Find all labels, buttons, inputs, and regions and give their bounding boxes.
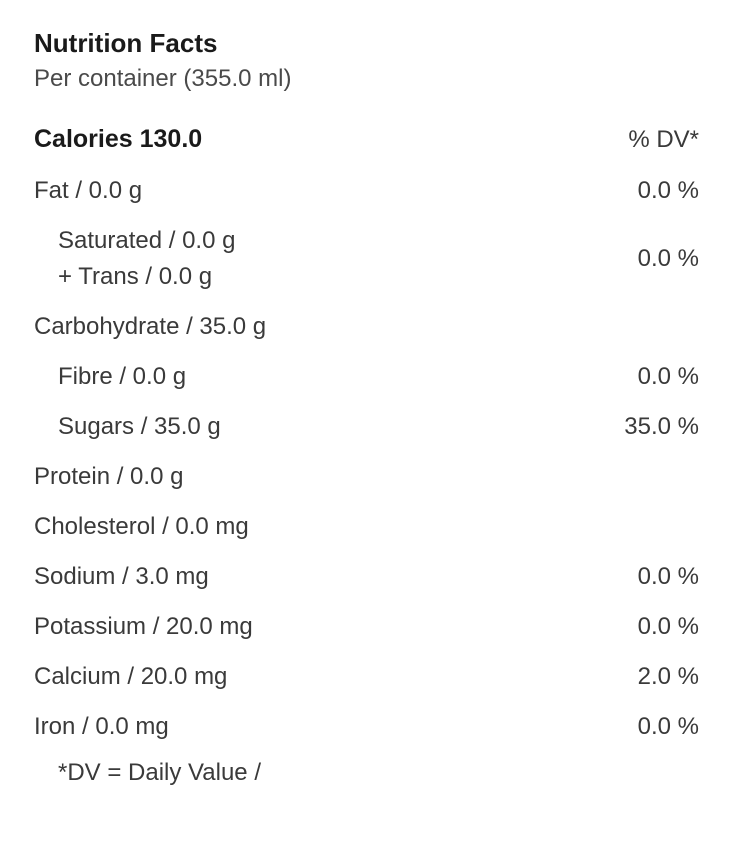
row-cholesterol: Cholesterol / 0.0 mg (34, 509, 699, 545)
row-carb: Carbohydrate / 35.0 g (34, 309, 699, 345)
row-potassium: Potassium / 20.0 mg 0.0 % (34, 609, 699, 645)
calories-label: Calories 130.0 (34, 121, 628, 159)
row-calcium: Calcium / 20.0 mg 2.0 % (34, 659, 699, 695)
dv-header: % DV* (628, 122, 699, 158)
potassium-label: Potassium / 20.0 mg (34, 609, 638, 645)
iron-value: 0.0 % (638, 709, 699, 745)
row-fibre: Fibre / 0.0 g 0.0 % (34, 359, 699, 395)
row-iron: Iron / 0.0 mg 0.0 % (34, 709, 699, 745)
trans-line: + Trans / 0.0 g (58, 263, 212, 290)
sugars-value: 35.0 % (624, 409, 699, 445)
saturated-line: Saturated / 0.0 g (58, 227, 235, 254)
fibre-label: Fibre / 0.0 g (34, 359, 638, 395)
sodium-label: Sodium / 3.0 mg (34, 559, 638, 595)
row-sugars: Sugars / 35.0 g 35.0 % (34, 409, 699, 445)
iron-label: Iron / 0.0 mg (34, 709, 638, 745)
row-sodium: Sodium / 3.0 mg 0.0 % (34, 559, 699, 595)
sugars-label: Sugars / 35.0 g (34, 409, 624, 445)
calcium-value: 2.0 % (638, 659, 699, 695)
carb-label: Carbohydrate / 35.0 g (34, 309, 699, 345)
fat-value: 0.0 % (638, 173, 699, 209)
sat-trans-value: 0.0 % (638, 241, 699, 277)
row-protein: Protein / 0.0 g (34, 459, 699, 495)
dv-footnote: *DV = Daily Value / (34, 759, 699, 787)
potassium-value: 0.0 % (638, 609, 699, 645)
serving-size: Per container (355.0 ml) (34, 65, 699, 93)
fibre-value: 0.0 % (638, 359, 699, 395)
calcium-label: Calcium / 20.0 mg (34, 659, 638, 695)
row-sat-trans: Saturated / 0.0 g + Trans / 0.0 g 0.0 % (34, 223, 699, 295)
fat-label: Fat / 0.0 g (34, 173, 638, 209)
sat-trans-label: Saturated / 0.0 g + Trans / 0.0 g (34, 223, 638, 295)
nutrition-title: Nutrition Facts (34, 28, 699, 59)
sodium-value: 0.0 % (638, 559, 699, 595)
cholesterol-label: Cholesterol / 0.0 mg (34, 509, 699, 545)
protein-label: Protein / 0.0 g (34, 459, 699, 495)
row-fat: Fat / 0.0 g 0.0 % (34, 173, 699, 209)
calories-row: Calories 130.0 % DV* (34, 121, 699, 159)
